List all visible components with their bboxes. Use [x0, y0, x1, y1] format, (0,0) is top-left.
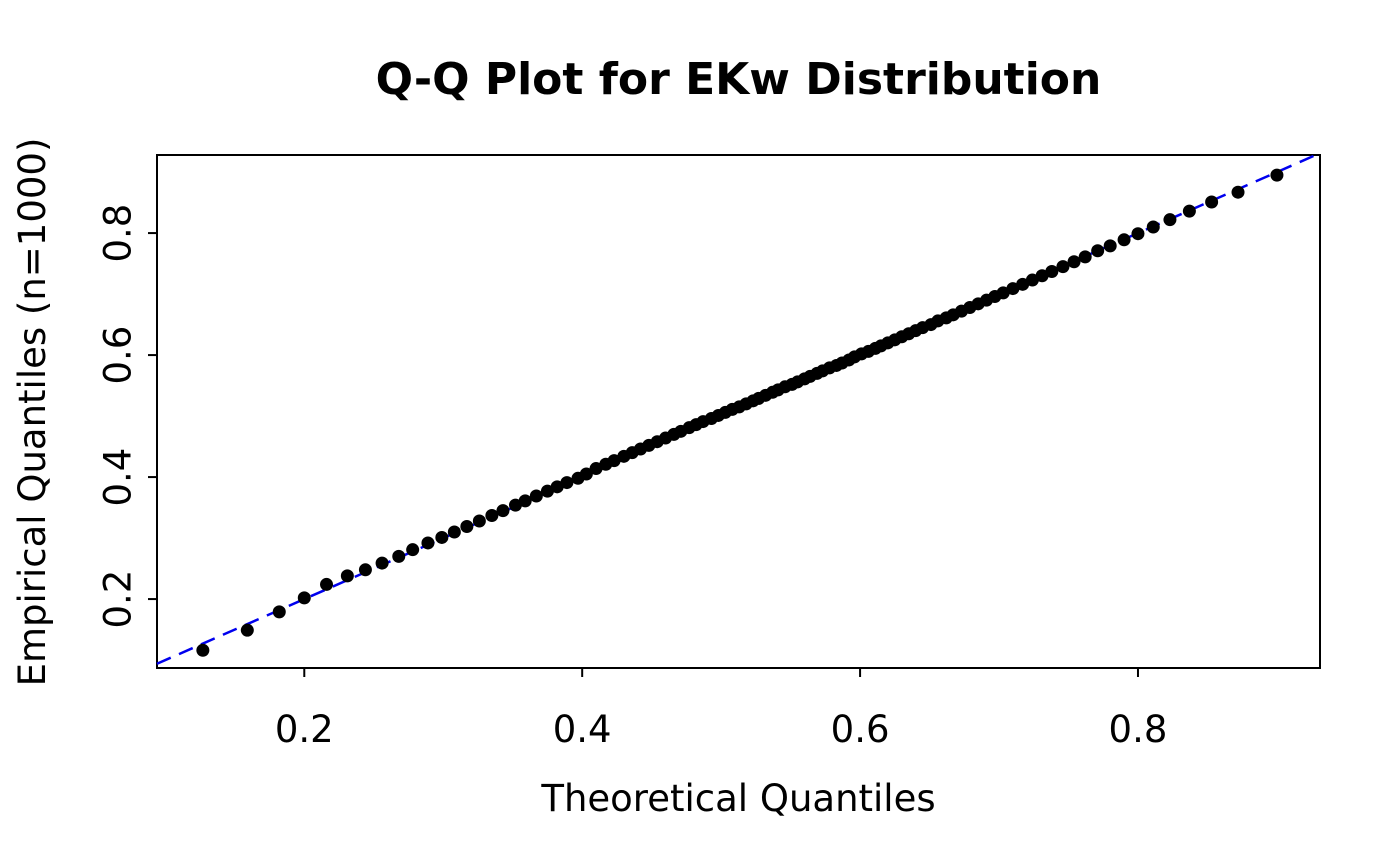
x-axis-label: Theoretical Quantiles: [541, 777, 936, 820]
data-point: [607, 454, 621, 468]
x-tick-label: 0.4: [553, 708, 612, 751]
data-point: [358, 563, 372, 577]
data-point: [375, 556, 389, 570]
data-point: [1117, 233, 1131, 247]
y-axis-label: Empirical Quantiles (n=1000): [11, 137, 54, 687]
data-point: [579, 467, 593, 481]
data-point: [1025, 273, 1039, 287]
data-point: [1078, 250, 1092, 264]
data-point: [196, 643, 210, 657]
data-point: [560, 476, 574, 490]
x-tick-label: 0.6: [831, 708, 890, 751]
y-tick-label: 0.6: [97, 326, 140, 385]
plot-box: [156, 154, 1321, 669]
data-point: [320, 577, 334, 591]
data-point: [1035, 269, 1049, 283]
data-point: [1045, 265, 1059, 279]
scatter-points: [196, 168, 1284, 657]
data-point: [1182, 204, 1196, 218]
data-point: [1016, 277, 1030, 291]
data-point: [340, 569, 354, 583]
y-tick-label: 0.2: [97, 570, 140, 629]
data-point: [1163, 213, 1177, 227]
data-point: [589, 462, 603, 476]
data-point: [518, 494, 532, 508]
data-point: [996, 286, 1010, 300]
data-point: [485, 509, 499, 523]
data-point: [529, 489, 543, 503]
data-point: [1131, 227, 1145, 241]
data-point: [435, 530, 449, 544]
data-point: [297, 591, 311, 605]
data-point: [1205, 195, 1219, 209]
data-point: [508, 498, 522, 512]
data-point: [392, 549, 406, 563]
data-point: [472, 514, 486, 528]
data-point: [1067, 255, 1081, 269]
data-point: [460, 519, 474, 533]
data-point: [240, 623, 254, 637]
y-tick-label: 0.4: [97, 448, 140, 507]
chart-title: Q-Q Plot for EKw Distribution: [375, 54, 1102, 105]
data-point: [1091, 244, 1105, 258]
data-point: [550, 480, 564, 494]
x-tick-label: 0.2: [275, 708, 334, 751]
data-point: [1270, 168, 1284, 182]
data-point: [272, 605, 286, 619]
data-point: [421, 536, 435, 550]
data-point: [447, 525, 461, 539]
data-point: [1103, 239, 1117, 253]
x-tick-label: 0.8: [1109, 708, 1168, 751]
data-point: [496, 504, 510, 518]
data-point: [540, 484, 554, 498]
data-point: [1006, 282, 1020, 296]
y-tick-label: 0.8: [97, 204, 140, 263]
data-point: [1146, 220, 1160, 234]
data-point: [406, 543, 420, 557]
data-point: [1056, 260, 1070, 274]
data-point: [1231, 185, 1245, 199]
